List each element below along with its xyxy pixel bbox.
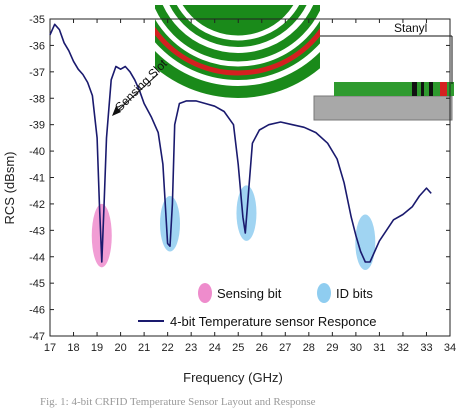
- highlight-ellipse-1: [91, 203, 112, 268]
- ring-white-middle: [155, 8, 320, 67]
- x-tick-label: 29: [326, 342, 338, 354]
- x-tick-label: 27: [279, 342, 291, 354]
- slot-mark-1: [412, 82, 417, 96]
- highlight-layer: [91, 185, 376, 270]
- y-tick-label: -44: [29, 252, 45, 264]
- figure-caption: Fig. 1: 4-bit CRFID Temperature Sensor L…: [40, 396, 316, 408]
- x-tick-label: 17: [44, 342, 56, 354]
- x-axis-label: Frequency (GHz): [183, 370, 283, 385]
- stanyl-layer-mark: [440, 82, 447, 96]
- ring-white-core: [176, 5, 300, 41]
- y-tick-label: -41: [29, 173, 45, 185]
- legend-swatch-id-bits: [317, 283, 331, 303]
- series-layer: [49, 23, 432, 263]
- slot-mark-2: [421, 82, 424, 96]
- sensing-slot-arrow: [115, 73, 159, 113]
- y-tick-label: -39: [29, 120, 45, 132]
- y-tick-label: -46: [29, 305, 45, 317]
- series-line-1: [49, 23, 432, 263]
- x-tick-label: 18: [67, 342, 79, 354]
- ring-white-outer: [155, 42, 320, 86]
- x-tick-label: 26: [256, 342, 268, 354]
- y-tick-label: -42: [29, 199, 45, 211]
- x-tick-label: 33: [420, 342, 432, 354]
- x-tick-label: 30: [350, 342, 362, 354]
- x-tick-label: 25: [232, 342, 244, 354]
- y-tick-label: -47: [29, 331, 45, 343]
- legend-label-id-bits: ID bits: [336, 286, 373, 301]
- y-tick-label: -45: [29, 278, 45, 290]
- x-tick-label: 19: [91, 342, 103, 354]
- substrate-side-view: [313, 95, 453, 121]
- x-tick-label: 21: [138, 342, 150, 354]
- slot-mark-3: [429, 82, 433, 96]
- y-tick-label: -38: [29, 93, 45, 105]
- x-tick-label: 31: [373, 342, 385, 354]
- legend-swatch-sensing-bit: [198, 283, 212, 303]
- legend-label-sensing-bit: Sensing bit: [217, 286, 282, 301]
- legend: Sensing bit ID bits 4-bit Temperature se…: [138, 283, 376, 329]
- x-axis-ticks: 17 18 19 20 21 22 23 24 25 26 27 28 29 30 31 32 33 34: [44, 19, 456, 354]
- x-tick-label: 28: [303, 342, 315, 354]
- y-tick-label: -35: [29, 14, 45, 26]
- highlight-ellipse-4: [355, 214, 376, 270]
- laminate-side-view: [334, 82, 454, 96]
- x-tick-label: 23: [185, 342, 197, 354]
- y-tick-label: -40: [29, 146, 45, 158]
- x-tick-label: 24: [209, 342, 221, 354]
- x-tick-label: 20: [114, 342, 126, 354]
- y-tick-label: -43: [29, 225, 45, 237]
- y-axis-ticks: -35 -36 -37 -38 -39 -40 -41 -42 -43 -44 -45 -46 -47: [29, 14, 450, 343]
- x-tick-label: 34: [444, 342, 456, 354]
- sensor-layout-inset: [155, 5, 454, 121]
- ring-red: [155, 26, 320, 76]
- y-axis-label: RCS (dBsm): [2, 152, 17, 225]
- x-tick-label: 32: [397, 342, 409, 354]
- y-tick-label: -37: [29, 67, 45, 79]
- stanyl-label: Stanyl: [394, 21, 427, 35]
- ring-white-inner: [162, 5, 314, 53]
- y-tick-label: -36: [29, 40, 45, 52]
- x-tick-label: 22: [162, 342, 174, 354]
- sensing-slot-arrowhead: [112, 106, 121, 116]
- legend-label-response: 4-bit Temperature sensor Responce: [170, 314, 376, 329]
